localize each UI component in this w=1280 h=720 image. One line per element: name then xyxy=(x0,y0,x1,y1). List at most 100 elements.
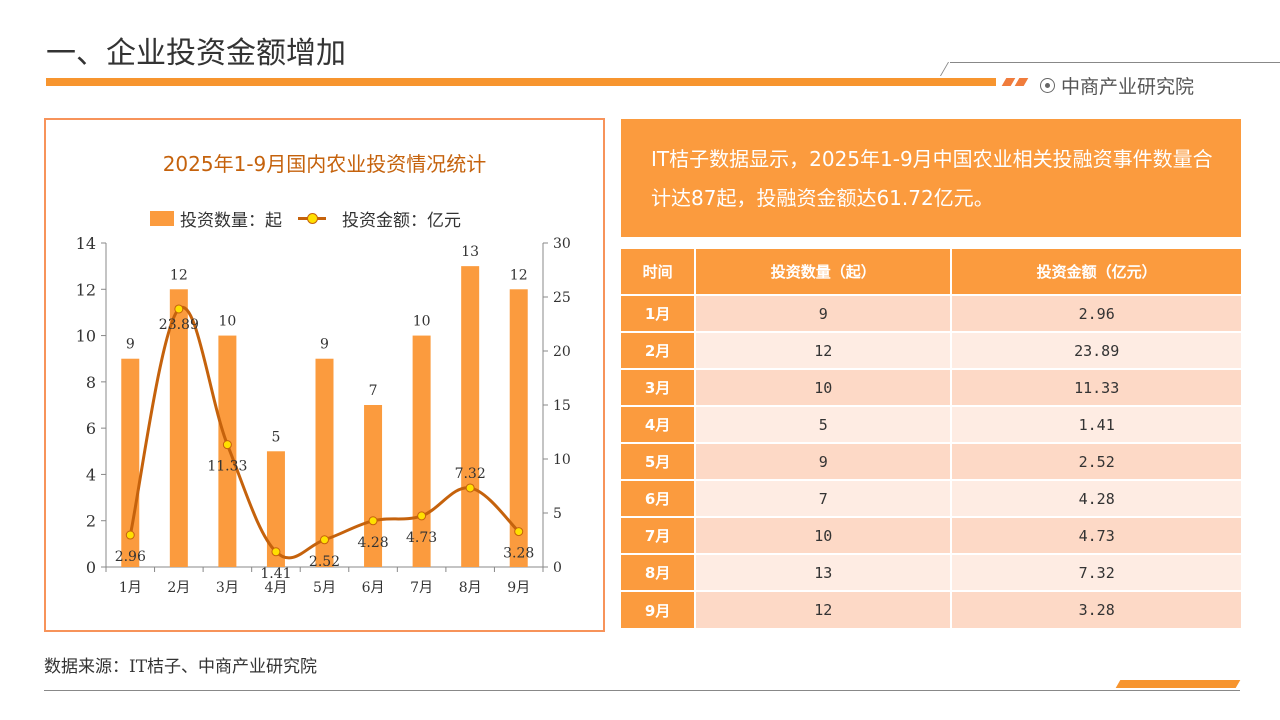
table-cell-month: 1月 xyxy=(621,294,697,332)
table-row: 4月 5 1.41 xyxy=(621,405,1241,443)
table-header: 时间 xyxy=(621,249,697,295)
bar xyxy=(169,289,188,567)
bar xyxy=(509,289,528,567)
info-text: IT桔子数据显示，2025年1-9月中国农业相关投融资事件数量合计达87起，投融… xyxy=(621,119,1241,237)
y-tick-label-left: 8 xyxy=(86,373,96,392)
line-point xyxy=(174,304,184,314)
x-tick-label: 2月 xyxy=(167,580,190,596)
table-header: 投资金额（亿元） xyxy=(951,249,1241,295)
table-cell-amount: 7.32 xyxy=(951,553,1241,591)
table-cell-count: 7 xyxy=(695,479,953,517)
line-data-label: 4.73 xyxy=(406,530,437,546)
table-cell-amount: 3.28 xyxy=(951,590,1241,628)
y-tick-label-left: 14 xyxy=(76,234,96,253)
table-cell-amount: 2.52 xyxy=(951,442,1241,480)
data-table: 时间 投资数量（起） 投资金额（亿元） 1月 9 2.96 2月 12 23.89 3月 10… xyxy=(621,249,1241,628)
x-tick-label: 1月 xyxy=(119,580,142,596)
bar-data-label: 10 xyxy=(218,314,236,330)
source-note: 数据来源：IT桔子、中商产业研究院 xyxy=(44,657,318,677)
bar xyxy=(218,335,237,567)
table-cell-amount: 11.33 xyxy=(951,368,1241,406)
table-row: 2月 12 23.89 xyxy=(621,331,1241,369)
bar xyxy=(315,358,334,567)
divider xyxy=(939,62,950,76)
line-data-label: 2.96 xyxy=(115,549,146,565)
chart-svg: 0 2 4 6 8 10 12 14 0 5 10 15 20 25 30 1月 2月 3月 4月 5月 6月 7月 8月 9… xyxy=(76,234,571,596)
line-data-label: 4.28 xyxy=(357,535,388,551)
divider xyxy=(950,62,1280,63)
decor-stripe xyxy=(1001,78,1016,86)
table-cell-month: 6月 xyxy=(621,479,697,517)
legend-bar-label: 投资数量：起 xyxy=(180,211,282,231)
y-tick-label-left: 10 xyxy=(76,327,96,346)
table-row: 3月 10 11.33 xyxy=(621,368,1241,406)
bar xyxy=(412,335,431,567)
page-title: 一、企业投资金额增加 xyxy=(46,36,346,71)
bar xyxy=(461,266,480,567)
y-tick-label-right: 0 xyxy=(553,560,562,576)
line-point xyxy=(222,440,232,450)
y-tick-label-right: 30 xyxy=(553,236,571,252)
bar-data-label: 13 xyxy=(461,244,479,260)
bar-data-label: 5 xyxy=(271,429,280,445)
line-data-label: 2.52 xyxy=(309,554,340,570)
line-point xyxy=(320,535,329,545)
bar xyxy=(266,451,285,567)
x-tick-label: 9月 xyxy=(507,580,530,596)
x-tick-label: 8月 xyxy=(459,580,482,596)
legend-line-swatch xyxy=(298,213,326,224)
y-tick-label-right: 15 xyxy=(553,398,571,414)
line-data-label: 11.33 xyxy=(207,459,247,475)
y-tick-label-right: 20 xyxy=(553,344,571,360)
table-cell-count: 9 xyxy=(695,294,953,332)
footer-line xyxy=(44,690,1240,691)
table-row: 8月 13 7.32 xyxy=(621,553,1241,591)
header-bar xyxy=(46,78,996,86)
line-point xyxy=(271,547,281,557)
line-data-label: 1.41 xyxy=(260,566,291,582)
table-cell-amount: 4.28 xyxy=(951,479,1241,517)
table-row: 1月 9 2.96 xyxy=(621,294,1241,332)
table-cell-month: 4月 xyxy=(621,405,697,443)
bar-data-label: 9 xyxy=(126,337,135,353)
target-icon xyxy=(1040,78,1055,93)
y-tick-label-left: 2 xyxy=(86,512,96,531)
chart-title: 2025年1-9月国内农业投资情况统计 xyxy=(162,152,487,176)
table-header: 投资数量（起） xyxy=(695,249,953,295)
y-tick-label-left: 6 xyxy=(86,419,96,438)
footer-stripe xyxy=(1115,680,1241,688)
brand-name: 中商产业研究院 xyxy=(1061,76,1195,98)
table-row: 9月 12 3.28 xyxy=(621,590,1241,628)
table-cell-amount: 2.96 xyxy=(951,294,1241,332)
table-cell-count: 12 xyxy=(695,331,953,369)
table-cell-month: 8月 xyxy=(621,553,697,591)
x-tick-label: 3月 xyxy=(216,580,239,596)
line-point xyxy=(368,516,378,526)
line-data-label: 3.28 xyxy=(503,546,534,562)
table-cell-count: 5 xyxy=(695,405,953,443)
y-tick-label-left: 0 xyxy=(86,558,96,577)
table-cell-month: 9月 xyxy=(621,590,697,628)
bar-data-label: 12 xyxy=(170,267,188,283)
table-cell-month: 2月 xyxy=(621,331,697,369)
table-row: 7月 10 4.73 xyxy=(621,516,1241,554)
table-row: 5月 9 2.52 xyxy=(621,442,1241,480)
bar-data-label: 10 xyxy=(413,314,431,330)
table-cell-count: 12 xyxy=(695,590,953,628)
table-cell-count: 10 xyxy=(695,516,953,554)
x-tick-label: 5月 xyxy=(313,580,336,596)
line-data-label: 23.89 xyxy=(159,317,199,333)
x-tick-label: 4月 xyxy=(264,580,287,596)
table-cell-amount: 1.41 xyxy=(951,405,1241,443)
table-cell-amount: 4.73 xyxy=(951,516,1241,554)
line-point xyxy=(514,527,524,537)
table-cell-month: 5月 xyxy=(621,442,697,480)
table-cell-count: 13 xyxy=(695,553,953,591)
table-cell-amount: 23.89 xyxy=(951,331,1241,369)
line-point xyxy=(125,530,135,540)
bar-data-label: 9 xyxy=(320,337,329,353)
table-row: 6月 7 4.28 xyxy=(621,479,1241,517)
legend-line-label: 投资金额：亿元 xyxy=(342,211,461,231)
bar-data-label: 12 xyxy=(510,267,528,283)
y-tick-label-right: 5 xyxy=(553,506,562,522)
